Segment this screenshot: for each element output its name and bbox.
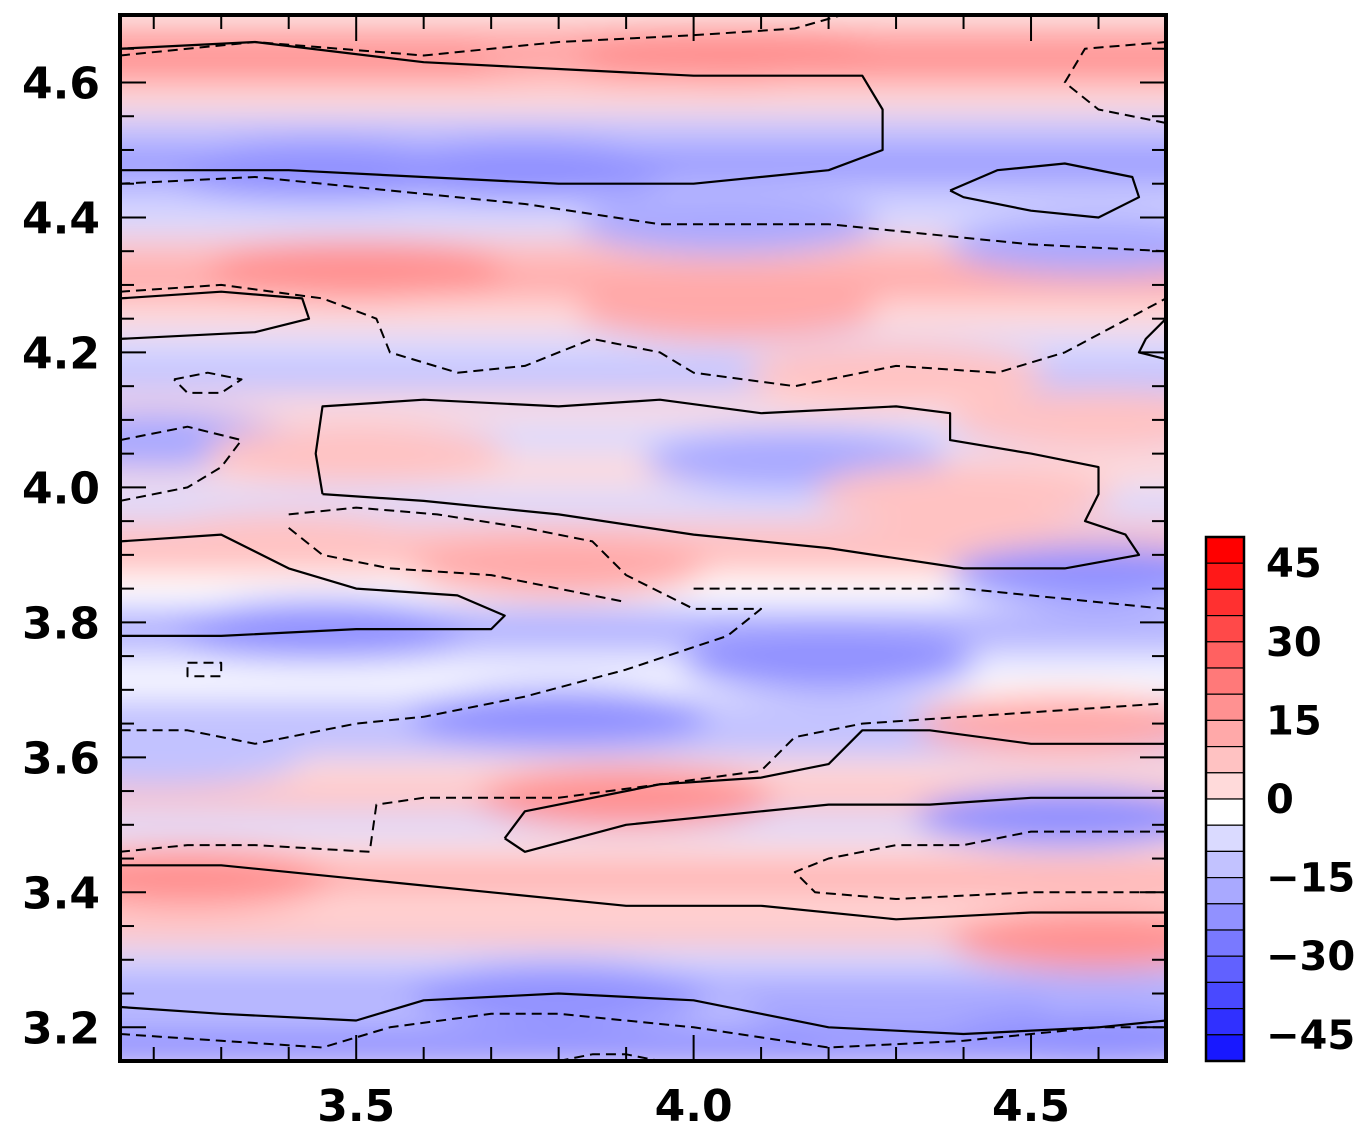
field-blob — [948, 389, 1166, 450]
field-blob — [948, 1010, 1166, 1061]
dashed-contour — [120, 283, 1166, 388]
colorbar-segment — [1205, 641, 1245, 669]
colorbar-label: 30 — [1266, 620, 1322, 666]
colorbar-segment — [1205, 850, 1245, 879]
colorbar-segment — [1205, 929, 1245, 957]
colorbar-segment — [1205, 667, 1245, 695]
solid-contour — [1137, 317, 1166, 361]
field-blob — [914, 788, 1166, 849]
field-blob — [577, 281, 878, 342]
colorbar-label: 0 — [1266, 777, 1294, 823]
field-blob — [678, 632, 979, 693]
plot-area: 3.5 4.0 4.5 3.2 3.4 3.6 3.8 4.0 4.2 4.4 4.6 — [22, 13, 1168, 1131]
colorbar-segment — [1205, 955, 1245, 984]
field-blob — [374, 140, 675, 201]
field-blob — [206, 423, 507, 484]
colorbar-segment — [1205, 693, 1245, 722]
colorbar-segment — [1205, 614, 1245, 643]
y-tick-label: 3.6 — [22, 733, 100, 784]
solid-contour — [120, 290, 311, 340]
colorbar-label: −15 — [1266, 856, 1355, 902]
axis-ticks: 3.5 4.0 4.5 3.2 3.4 3.6 3.8 4.0 4.2 4.4 4.6 — [22, 14, 1167, 1131]
plot-frame — [118, 13, 1168, 1063]
field-blob — [408, 686, 709, 747]
colorbar-segment — [1205, 562, 1245, 591]
field-blob — [172, 599, 473, 660]
colorbar-segment — [1205, 745, 1245, 774]
dashed-contour — [186, 661, 223, 678]
colorbar-label: 45 — [1266, 541, 1322, 587]
field-blob — [746, 977, 1047, 1038]
solid-contour — [120, 40, 884, 185]
solid-contour — [120, 864, 1166, 921]
shaded-field — [120, 15, 1166, 1061]
field-blob — [813, 464, 1114, 525]
solid-contour — [314, 398, 1141, 570]
field-blob — [948, 545, 1166, 606]
dashed-contour — [693, 587, 1166, 610]
y-tick-label: 3.2 — [22, 1003, 100, 1054]
y-tick-label: 4.0 — [22, 463, 100, 514]
colorbar-frame — [1204, 535, 1246, 1063]
field-blob — [914, 693, 1166, 754]
dashed-contour — [1063, 41, 1166, 124]
colorbar: 45 30 15 0 −15 −30 −45 — [1204, 535, 1355, 1063]
colorbar-segment — [1205, 876, 1245, 905]
field-blob — [120, 727, 304, 788]
dashed-contour — [120, 702, 1166, 853]
field-blob — [138, 511, 439, 572]
solid-contour — [120, 533, 506, 637]
colorbar-label: −45 — [1266, 1013, 1355, 1059]
y-tick-label: 3.4 — [22, 868, 100, 919]
field-blob — [746, 342, 1047, 403]
x-tick-label: 3.5 — [317, 1081, 395, 1131]
colorbar-segment — [1205, 588, 1245, 617]
colorbar-segment — [1205, 798, 1245, 826]
colorbar-label: −30 — [1266, 934, 1355, 980]
x-tick-label: 4.5 — [992, 1081, 1070, 1131]
solid-contour — [949, 162, 1141, 219]
dashed-contour — [120, 176, 1166, 253]
solid-contour — [503, 729, 1166, 839]
colorbar-label: 15 — [1266, 698, 1322, 744]
dashed-contour — [558, 1053, 661, 1061]
dashed-contour — [120, 1012, 1166, 1049]
colorbar-segment — [1205, 824, 1245, 853]
y-tick-label: 3.8 — [22, 598, 100, 649]
colorbar-segment — [1205, 981, 1245, 1010]
colorbar-segment — [1205, 1007, 1245, 1036]
colorbar-segment — [1205, 719, 1245, 748]
field-blob — [408, 538, 709, 599]
x-tick-label: 4.0 — [655, 1081, 733, 1131]
y-tick-label: 4.4 — [22, 193, 100, 244]
y-tick-label: 4.2 — [22, 328, 100, 379]
dashed-contour — [288, 527, 627, 604]
solid-contour — [504, 796, 1166, 853]
y-tick-label: 4.6 — [22, 58, 100, 109]
solid-contour — [120, 992, 1166, 1036]
contour-lines — [120, 15, 1166, 1061]
field-blob — [577, 25, 878, 86]
field-blob — [948, 214, 1166, 275]
colorbar-segment — [1205, 1034, 1245, 1062]
field-blob — [948, 909, 1166, 970]
field-blob — [476, 767, 777, 828]
dashed-contour — [120, 425, 243, 502]
colorbar-segment — [1205, 772, 1245, 800]
colorbar-segment — [1205, 536, 1245, 564]
field-blob — [206, 241, 507, 302]
colorbar-segment — [1205, 903, 1245, 931]
field-blob — [120, 848, 338, 909]
dashed-contour — [173, 371, 243, 394]
dashed-contour — [120, 15, 843, 57]
dashed-contour — [120, 506, 763, 745]
dashed-contour — [793, 830, 1166, 900]
